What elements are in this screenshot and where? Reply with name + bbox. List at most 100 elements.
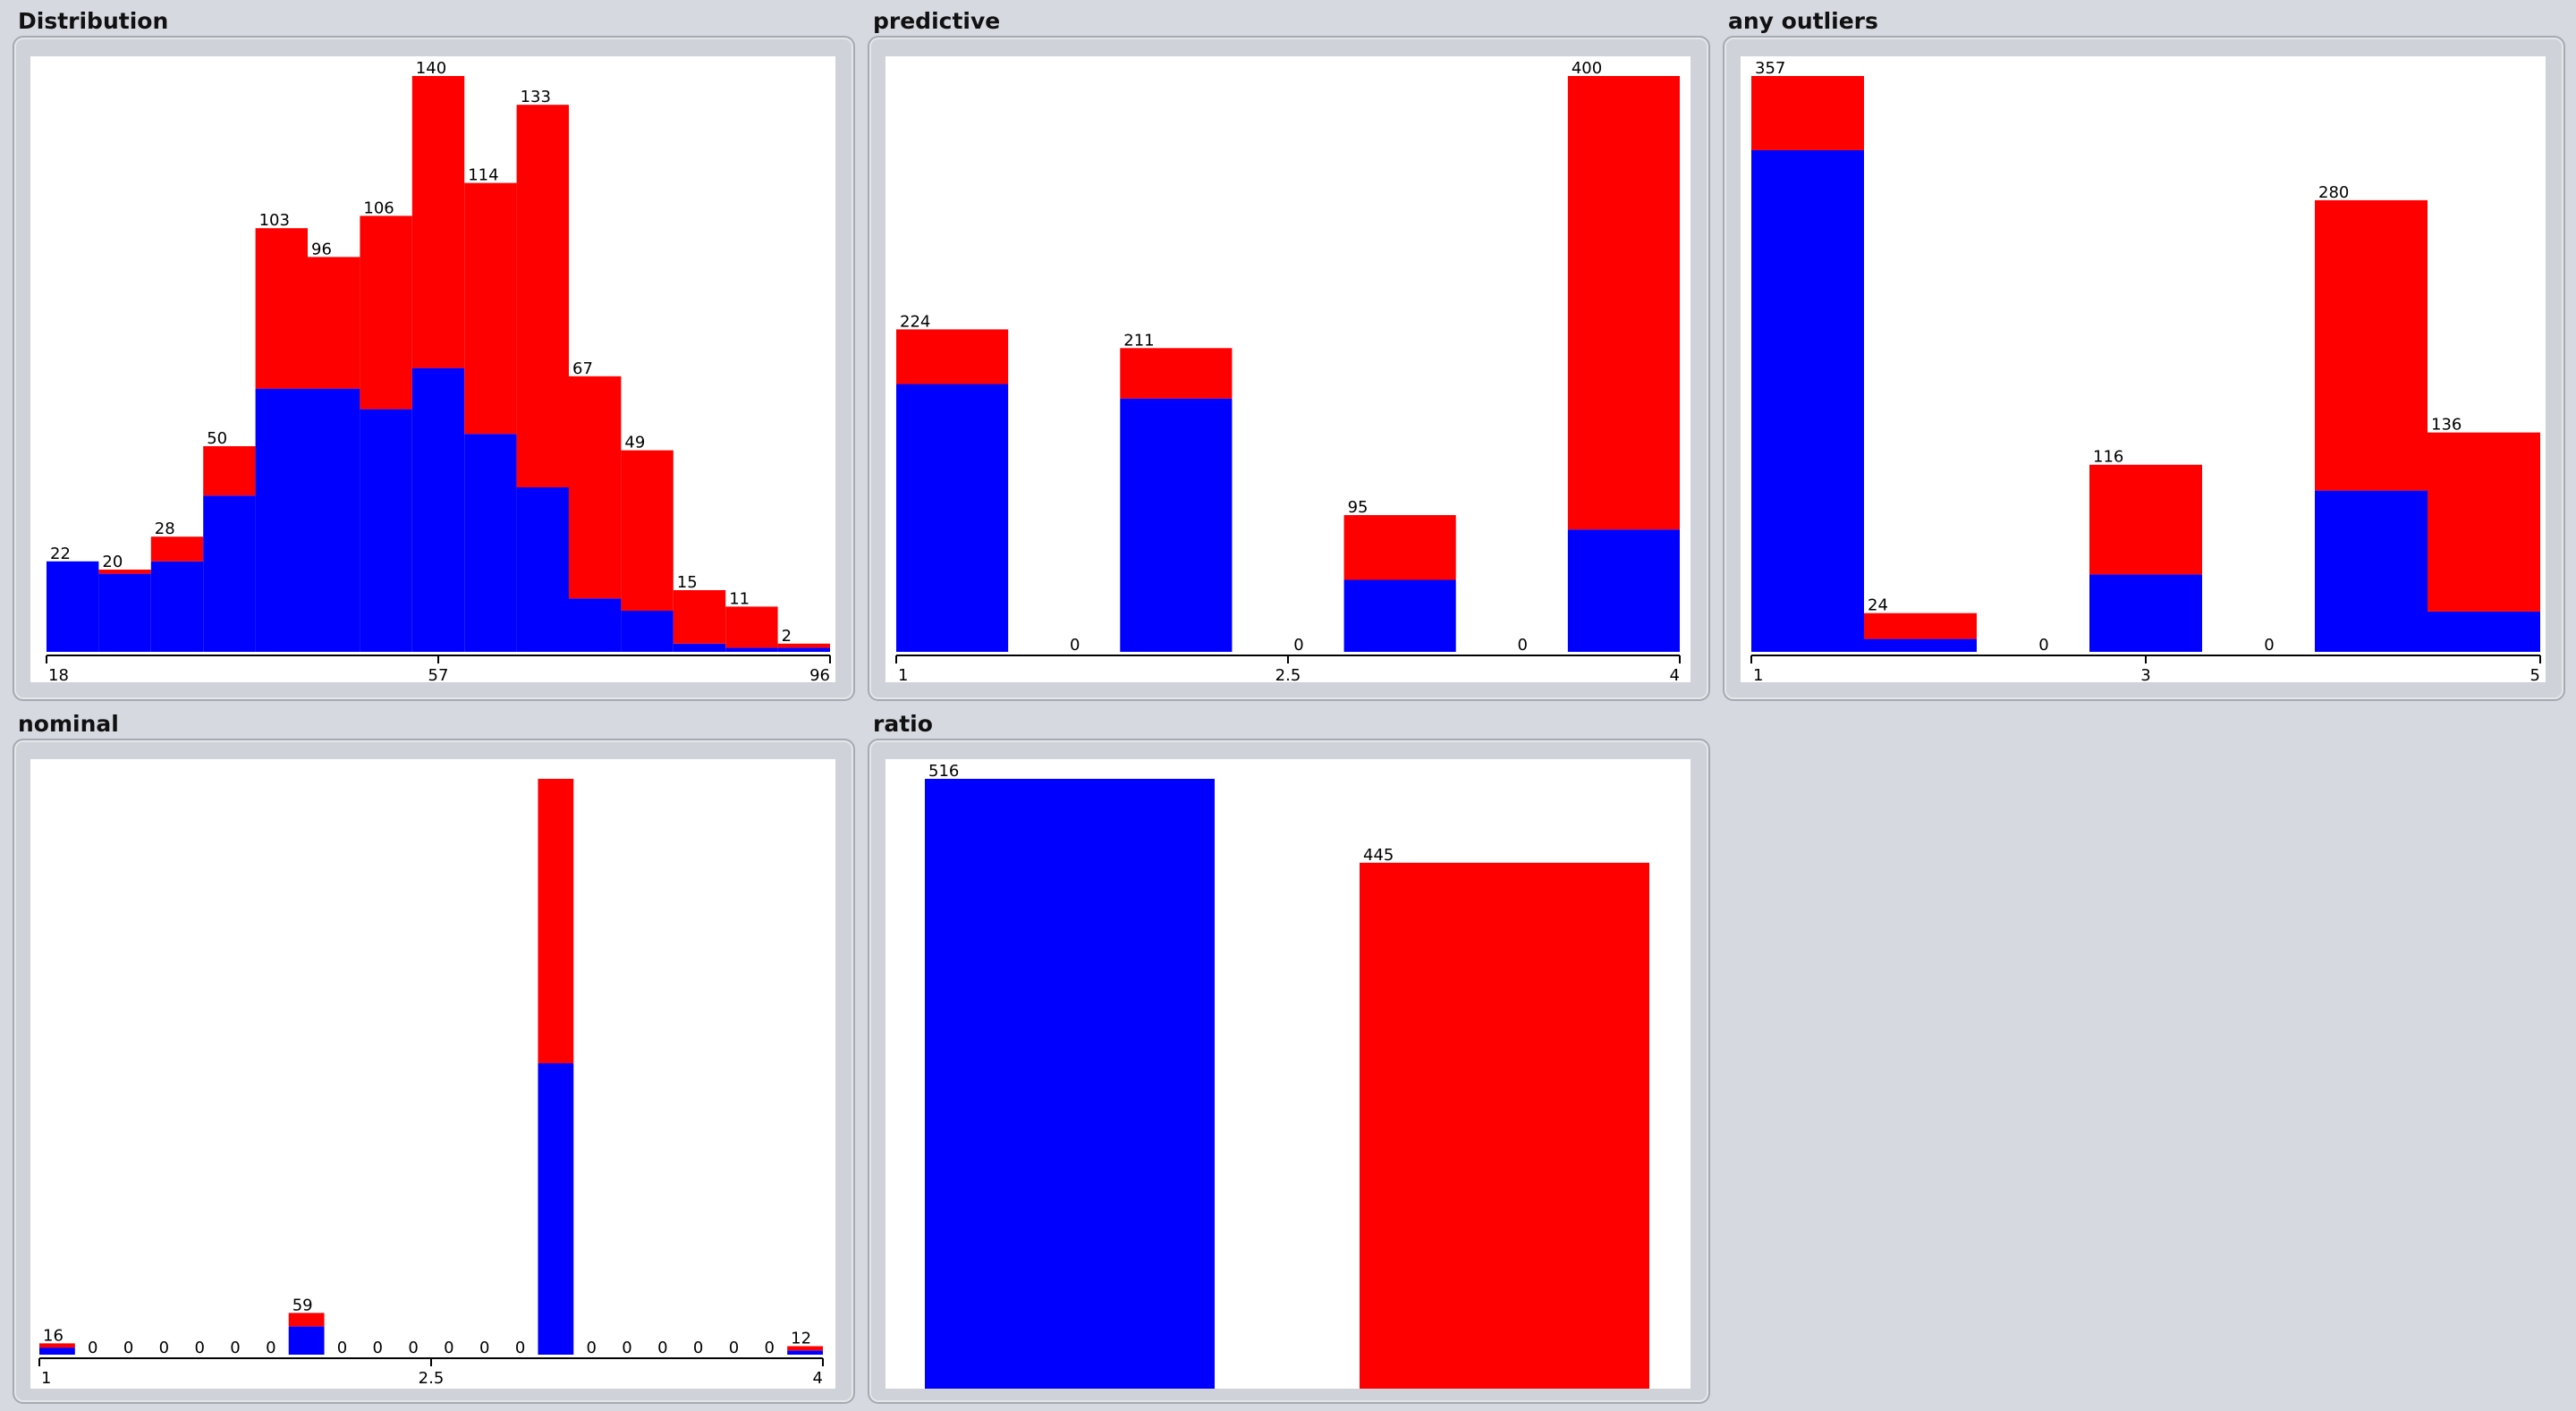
nominal-count-label: 12 — [791, 1330, 811, 1348]
predictive-count-label: 0 — [1518, 636, 1528, 655]
distribution-count-label: 22 — [50, 545, 71, 563]
nominal-count-label: 0 — [444, 1339, 453, 1357]
distribution-count-label: 114 — [468, 166, 498, 185]
nominal-count-label: 0 — [765, 1339, 775, 1357]
nominal-count-label: 0 — [159, 1339, 169, 1357]
distribution-count-label: 67 — [572, 359, 593, 378]
distribution-count-label: 140 — [416, 59, 446, 78]
nominal-x-tick-label: 2.5 — [419, 1369, 445, 1388]
distribution-count-label: 96 — [311, 240, 332, 258]
nominal-count-label: 59 — [292, 1296, 313, 1314]
nominal-count-label: 0 — [515, 1339, 525, 1357]
predictive-x-tick-label: 4 — [1670, 666, 1680, 682]
distribution-count-label: 133 — [521, 88, 551, 106]
distribution-bar-segment-b — [569, 376, 622, 599]
distribution-bar-segment-b — [464, 182, 517, 435]
distribution-title: Distribution — [18, 8, 169, 34]
distribution-bar-segment-b — [308, 257, 360, 389]
ratio-plot: 516 445 — [886, 759, 1690, 1389]
predictive-bar-segment-a — [1120, 398, 1233, 652]
distribution-count-label: 49 — [624, 434, 645, 452]
predictive-count-label: 0 — [1070, 636, 1080, 655]
any_outliers-count-label: 280 — [2318, 183, 2349, 202]
nominal-bar-segment-b — [538, 779, 574, 1064]
any_outliers-count-label: 24 — [1868, 596, 1888, 615]
any-outliers-title: any outliers — [1728, 8, 1878, 34]
any_outliers-x-tick-label: 5 — [2530, 666, 2540, 682]
predictive-plot: 224 0 211 0 95 0 400 1 2.5 4 — [886, 56, 1690, 682]
distribution-bar-segment-a — [464, 434, 517, 652]
nominal-x-tick-label: 1 — [41, 1369, 51, 1388]
distribution-count-label: 50 — [207, 429, 227, 448]
nominal-count-label: 0 — [266, 1339, 275, 1357]
distribution-count-label: 106 — [363, 199, 394, 217]
nominal-count-label: 0 — [657, 1339, 667, 1357]
predictive-bar-segment-b — [1120, 348, 1233, 399]
ratio-bar — [1360, 862, 1649, 1389]
distribution-bar-segment-b — [360, 215, 412, 410]
distribution-count-label: 103 — [259, 211, 290, 230]
distribution-bar-segment-b — [725, 606, 778, 648]
distribution-x-tick-label: 96 — [809, 666, 830, 682]
nominal-chart-svg: 16 0 0 0 0 0 0 59 0 0 0 0 0 0 0 0 0 0 0 0 12 1 2.5 4 — [38, 779, 824, 1388]
nominal-bar-segment-b — [39, 1343, 75, 1348]
nominal-plot: 16 0 0 0 0 0 0 59 0 0 0 0 0 0 0 0 0 0 0 0 12 1 2.5 4 — [30, 759, 835, 1389]
nominal-count-label: 0 — [88, 1339, 97, 1357]
nominal-count-label: 0 — [123, 1339, 133, 1357]
distribution-bar-segment-a — [203, 495, 256, 652]
any_outliers-bar-segment-a — [2089, 574, 2202, 652]
distribution-count-label: 28 — [155, 520, 175, 538]
nominal-bar-segment-a — [787, 1350, 823, 1355]
any_outliers-count-label: 0 — [2264, 636, 2274, 655]
nominal-count-label: 0 — [373, 1339, 383, 1357]
predictive-x-tick-label: 2.5 — [1275, 666, 1301, 682]
distribution-chart-svg: 22 20 28 50 103 96 106 140 114 133 67 49 15 11 2 18 57 96 — [46, 59, 831, 682]
distribution-count-label: 11 — [729, 589, 750, 608]
distribution-bar-segment-a — [98, 573, 151, 652]
any_outliers-bar-segment-b — [2089, 464, 2202, 575]
predictive-count-label: 224 — [900, 312, 930, 331]
ratio-bar — [925, 779, 1215, 1389]
nominal-title: nominal — [18, 711, 119, 737]
nominal-count-label: 0 — [622, 1339, 631, 1357]
distribution-bar-segment-a — [777, 647, 830, 652]
distribution-bar-segment-a — [308, 388, 360, 652]
distribution-plot: 22 20 28 50 103 96 106 140 114 133 67 49 15 11 2 18 57 96 — [30, 56, 835, 682]
any_outliers-count-label: 136 — [2431, 416, 2462, 435]
predictive-count-label: 211 — [1123, 331, 1154, 350]
any_outliers-x-tick-label: 1 — [1753, 666, 1763, 682]
distribution-bar-segment-b — [411, 76, 465, 368]
nominal-bar-segment-b — [288, 1313, 325, 1327]
nominal-count-label: 0 — [693, 1339, 703, 1357]
any_outliers-count-label: 357 — [1755, 59, 1785, 78]
nominal-count-label: 0 — [586, 1339, 596, 1357]
any_outliers-count-label: 116 — [2093, 448, 2123, 467]
distribution-bar-segment-a — [47, 561, 99, 652]
nominal-bar-segment-a — [39, 1348, 75, 1355]
distribution-bar-segment-b — [150, 537, 204, 562]
any_outliers-bar-segment-b — [1751, 76, 1864, 150]
nominal-bar-segment-a — [288, 1326, 325, 1355]
nominal-count-label: 0 — [479, 1339, 489, 1357]
distribution-count-label: 2 — [782, 627, 792, 646]
distribution-bar-segment-b — [621, 450, 674, 611]
distribution-bar-segment-a — [411, 368, 465, 652]
any_outliers-bar-segment-a — [1864, 638, 1977, 652]
any_outliers-bar-segment-a — [2315, 490, 2428, 652]
any_outliers-x-tick-label: 3 — [2140, 666, 2150, 682]
any_outliers-bar-segment-a — [1751, 149, 1864, 652]
nominal-count-label: 0 — [408, 1339, 418, 1357]
nominal-x-tick-label: 4 — [813, 1369, 823, 1388]
distribution-bar-segment-a — [673, 643, 726, 652]
distribution-bar-segment-b — [203, 446, 256, 496]
predictive-chart-svg: 224 0 211 0 95 0 400 1 2.5 4 — [895, 59, 1681, 682]
distribution-bar-segment-a — [360, 409, 412, 652]
nominal-count-label: 0 — [729, 1339, 739, 1357]
any_outliers-bar-segment-b — [2315, 199, 2428, 491]
any_outliers-bar-segment-b — [2428, 432, 2540, 612]
predictive-count-label: 95 — [1348, 498, 1368, 517]
ratio-count-label: 445 — [1363, 846, 1394, 865]
distribution-bar-segment-b — [255, 228, 308, 389]
predictive-bar-segment-b — [1343, 515, 1456, 580]
predictive-bar-segment-a — [1567, 529, 1680, 652]
